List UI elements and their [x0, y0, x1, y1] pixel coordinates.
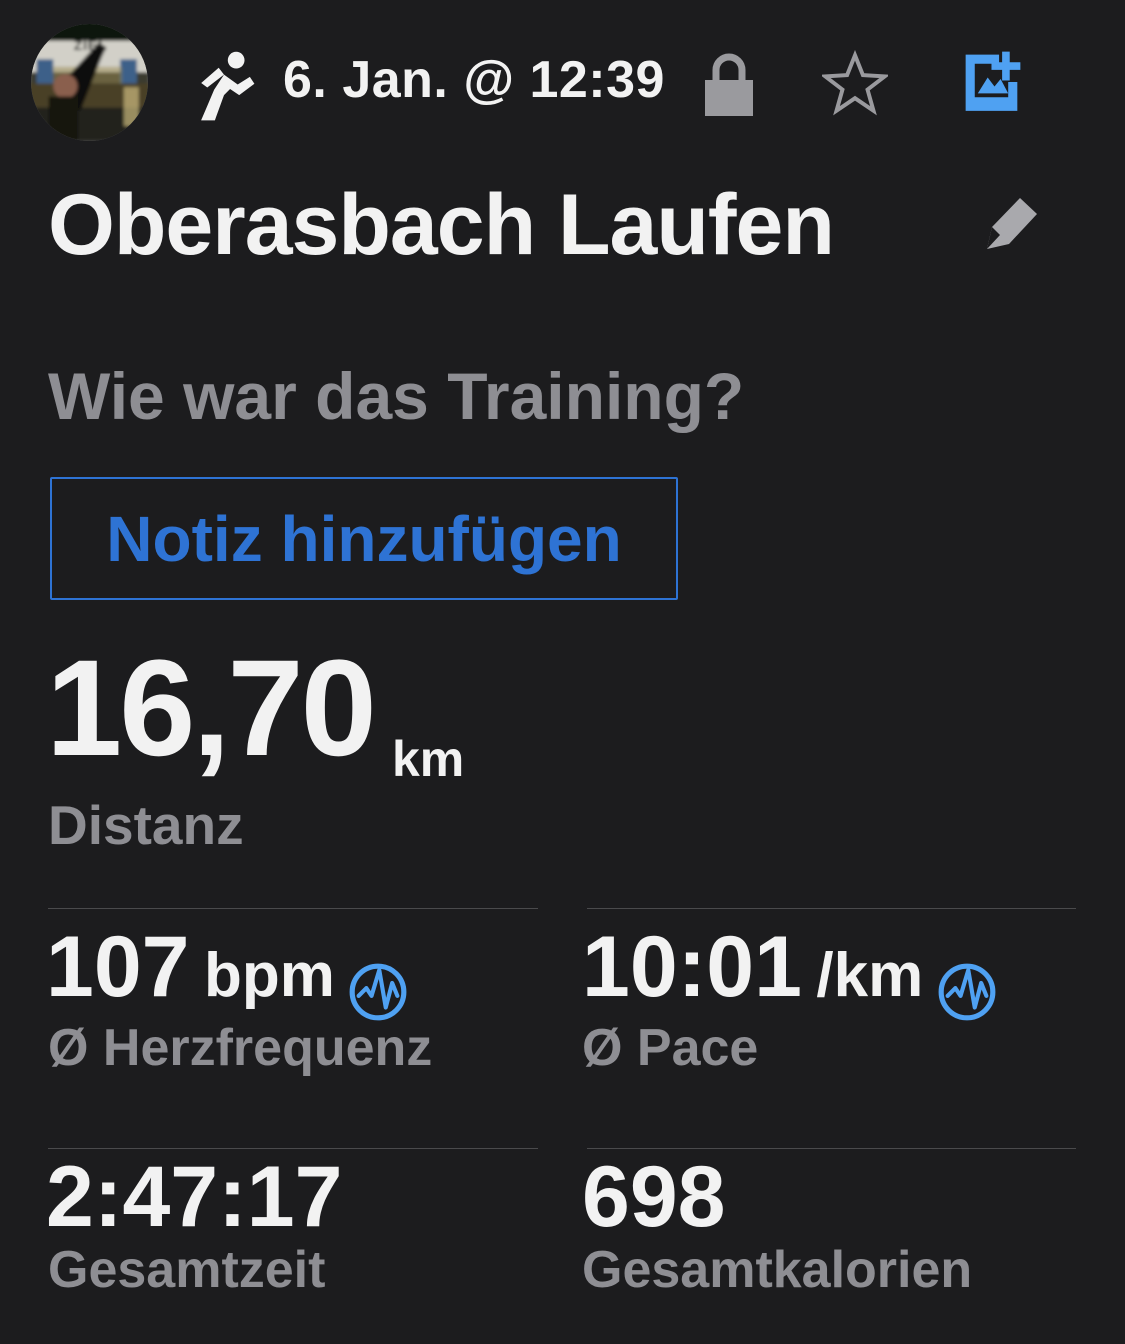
svg-text:ZIEL: ZIEL	[74, 37, 108, 53]
